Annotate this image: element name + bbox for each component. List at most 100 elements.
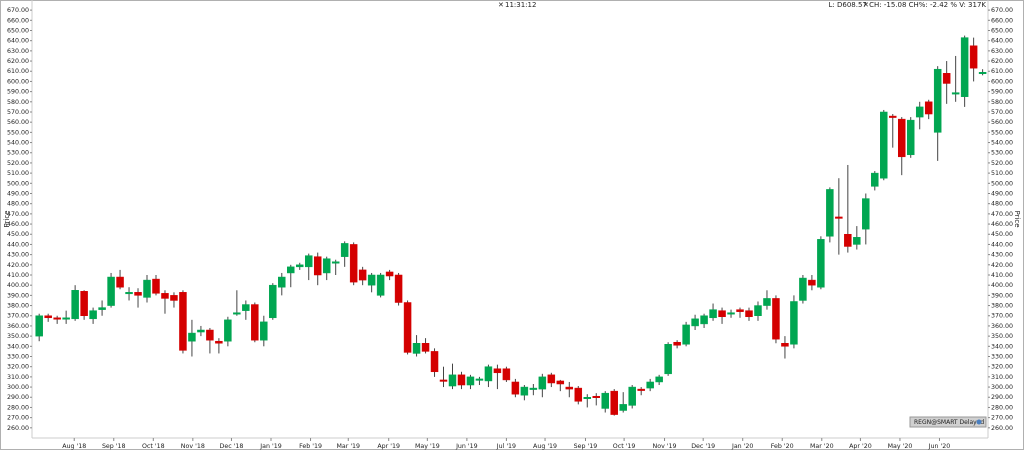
candle-body xyxy=(322,258,331,274)
candle-body xyxy=(862,198,870,230)
y-tick-label: 390.00 xyxy=(991,292,1013,299)
y-tick-label: 630.00 xyxy=(991,48,1013,55)
y-tick-label: 330.00 xyxy=(7,353,29,360)
header-time: 11:31:12 xyxy=(505,1,536,9)
badge-icon xyxy=(976,419,982,425)
candle-body xyxy=(296,264,304,268)
y-tick-label: 300.00 xyxy=(7,384,29,391)
candle-body xyxy=(197,329,205,333)
x-tick-label: Sep '18 xyxy=(102,443,126,450)
candle-body xyxy=(978,72,987,75)
y-tick-label: 380.00 xyxy=(991,303,1013,310)
candle-body xyxy=(340,243,349,257)
y-tick-label: 430.00 xyxy=(991,252,1013,259)
y-tick-label: 360.00 xyxy=(7,323,29,330)
candle-body xyxy=(215,340,223,344)
candle-body xyxy=(484,366,493,382)
candle-body xyxy=(673,341,681,346)
header-info: L: D608.57 CH: -15.08 CH%: -2.42 % V: 31… xyxy=(829,1,987,9)
candle-body xyxy=(915,106,924,118)
candle-body xyxy=(80,291,88,316)
x-tick-label: Oct '19 xyxy=(613,443,636,450)
y-tick-label: 490.00 xyxy=(7,190,29,197)
candle-body xyxy=(242,304,250,311)
y-tick-label: 410.00 xyxy=(991,272,1013,279)
y-tick-label: 640.00 xyxy=(991,38,1013,45)
candle-body xyxy=(403,302,412,353)
candle-body xyxy=(260,321,268,341)
candle-body xyxy=(700,315,708,325)
y-tick-label: 450.00 xyxy=(7,231,29,238)
x-tick-label: Feb '19 xyxy=(299,443,322,450)
y-tick-label: 640.00 xyxy=(7,38,29,45)
x-tick-label: Jan '19 xyxy=(259,443,281,450)
candle-body xyxy=(646,381,654,389)
y-tick-label: 370.00 xyxy=(991,313,1013,320)
candle-body xyxy=(889,115,897,118)
candle-body xyxy=(134,292,142,296)
candle-body xyxy=(278,276,286,288)
y-tick-label: 670.00 xyxy=(7,7,29,14)
candle-body xyxy=(574,387,583,402)
candle-body xyxy=(808,279,816,286)
candle-body xyxy=(71,290,79,320)
close-icon[interactable]: ✕ xyxy=(498,1,504,9)
y-tick-label: 260.00 xyxy=(7,425,29,432)
y-tick-label: 450.00 xyxy=(991,231,1013,238)
x-tick-label: May '19 xyxy=(415,443,440,450)
y-tick-label: 620.00 xyxy=(991,58,1013,65)
y-tick-label: 610.00 xyxy=(991,68,1013,75)
candle-body xyxy=(430,351,439,373)
y-tick-label: 650.00 xyxy=(7,27,29,34)
candle-body xyxy=(251,304,259,341)
candle-body xyxy=(906,119,915,156)
candle-body xyxy=(511,381,520,395)
candle-body xyxy=(799,277,807,301)
candle-body xyxy=(942,73,951,84)
y-tick-label: 550.00 xyxy=(991,129,1013,136)
candle-body xyxy=(969,45,978,69)
badge-box xyxy=(909,416,987,428)
y-tick-label: 340.00 xyxy=(991,343,1013,350)
candle-body xyxy=(376,274,385,296)
y-tick-label: 530.00 xyxy=(991,150,1013,157)
y-tick-label: 520.00 xyxy=(991,160,1013,167)
y-tick-label: 400.00 xyxy=(991,282,1013,289)
y-tick-label: 380.00 xyxy=(7,303,29,310)
y-tick-label: 460.00 xyxy=(991,221,1013,228)
y-tick-label: 440.00 xyxy=(7,241,29,248)
x-tick-label: Jan '20 xyxy=(731,443,753,450)
candle-body xyxy=(502,368,511,381)
candle-body xyxy=(457,374,466,386)
candle-body xyxy=(412,343,421,354)
candle-body xyxy=(592,395,601,398)
y-tick-label: 600.00 xyxy=(991,78,1013,85)
candle-body xyxy=(152,278,160,294)
candle-body xyxy=(206,329,214,341)
y-tick-label: 580.00 xyxy=(7,99,29,106)
candle-body xyxy=(358,269,367,281)
candle-body xyxy=(933,68,942,133)
y-tick-label: 290.00 xyxy=(991,394,1013,401)
y-tick-label: 530.00 xyxy=(7,150,29,157)
y-tick-label: 670.00 xyxy=(991,7,1013,14)
x-tick-label: Feb '20 xyxy=(771,443,794,450)
x-tick-label: Aug '18 xyxy=(62,443,86,450)
close-icon[interactable]: ✕ xyxy=(863,1,869,9)
y-tick-label: 290.00 xyxy=(7,394,29,401)
y-tick-label: 280.00 xyxy=(991,404,1013,411)
y-tick-label: 540.00 xyxy=(991,140,1013,147)
candle-body xyxy=(170,295,178,301)
y-tick-label: 400.00 xyxy=(7,282,29,289)
y-tick-label: 570.00 xyxy=(7,109,29,116)
candle-body xyxy=(880,111,888,179)
y-tick-label: 280.00 xyxy=(7,404,29,411)
candle-body xyxy=(619,404,627,411)
candle-body xyxy=(125,292,133,295)
candle-body xyxy=(35,315,43,337)
candle-body xyxy=(664,344,672,375)
candle-body xyxy=(844,233,852,247)
candle-body xyxy=(853,237,861,245)
y-tick-label: 560.00 xyxy=(991,119,1013,126)
y-tick-label: 590.00 xyxy=(991,89,1013,96)
